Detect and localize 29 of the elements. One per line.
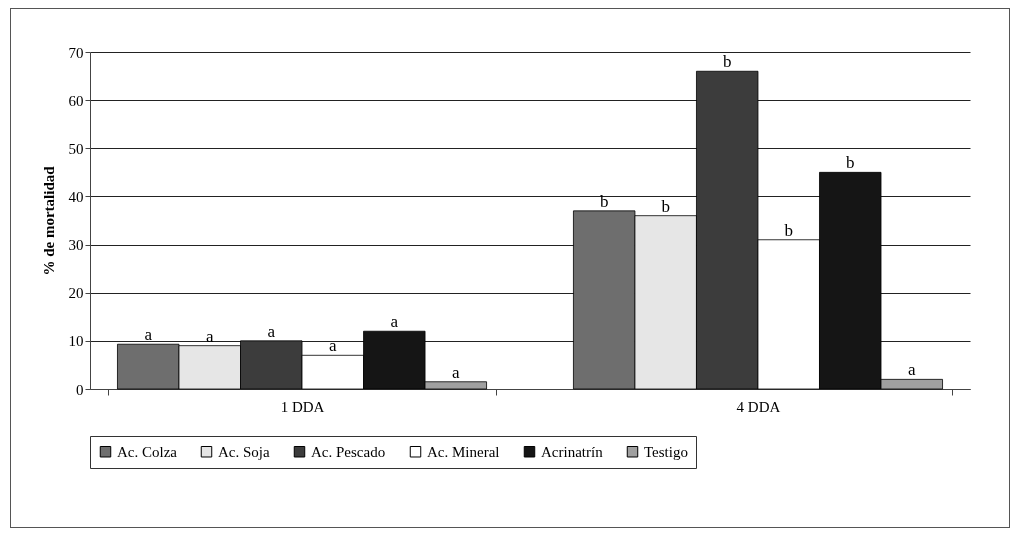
legend-label: Acrinatrín bbox=[541, 443, 604, 460]
legend-label: Ac. Pescado bbox=[311, 443, 386, 460]
x-tick-label: 1 DDA bbox=[280, 398, 325, 415]
x-tick-label: 4 DDA bbox=[736, 398, 781, 415]
y-axis-title: % de mortalidad bbox=[40, 165, 57, 276]
legend-label: Ac. Mineral bbox=[427, 443, 500, 460]
y-tick-label: 60 bbox=[68, 92, 84, 109]
data-label: b bbox=[661, 196, 670, 216]
data-label: a bbox=[329, 336, 338, 356]
y-tick-label: 70 bbox=[68, 44, 84, 61]
legend-label: Ac. Colza bbox=[117, 443, 178, 460]
data-label: b bbox=[846, 153, 855, 173]
y-tick-label: 40 bbox=[68, 188, 84, 205]
data-label: a bbox=[144, 325, 153, 345]
y-tick-label: 0 bbox=[76, 381, 84, 398]
y-tick-label: 20 bbox=[68, 285, 84, 302]
data-label: a bbox=[205, 326, 214, 346]
data-label: b bbox=[722, 52, 732, 72]
data-label: a bbox=[908, 360, 916, 380]
data-label: a bbox=[267, 321, 276, 341]
legend-label: Testigo bbox=[644, 443, 688, 460]
y-tick-label: 30 bbox=[68, 237, 84, 254]
data-label: a bbox=[390, 312, 399, 332]
data-label: b bbox=[784, 220, 793, 240]
data-label: b bbox=[599, 191, 609, 211]
y-tick-label: 10 bbox=[68, 333, 84, 350]
legend-label: Ac. Soja bbox=[218, 443, 270, 460]
data-label: a bbox=[452, 362, 461, 382]
y-tick-label: 50 bbox=[68, 140, 84, 157]
